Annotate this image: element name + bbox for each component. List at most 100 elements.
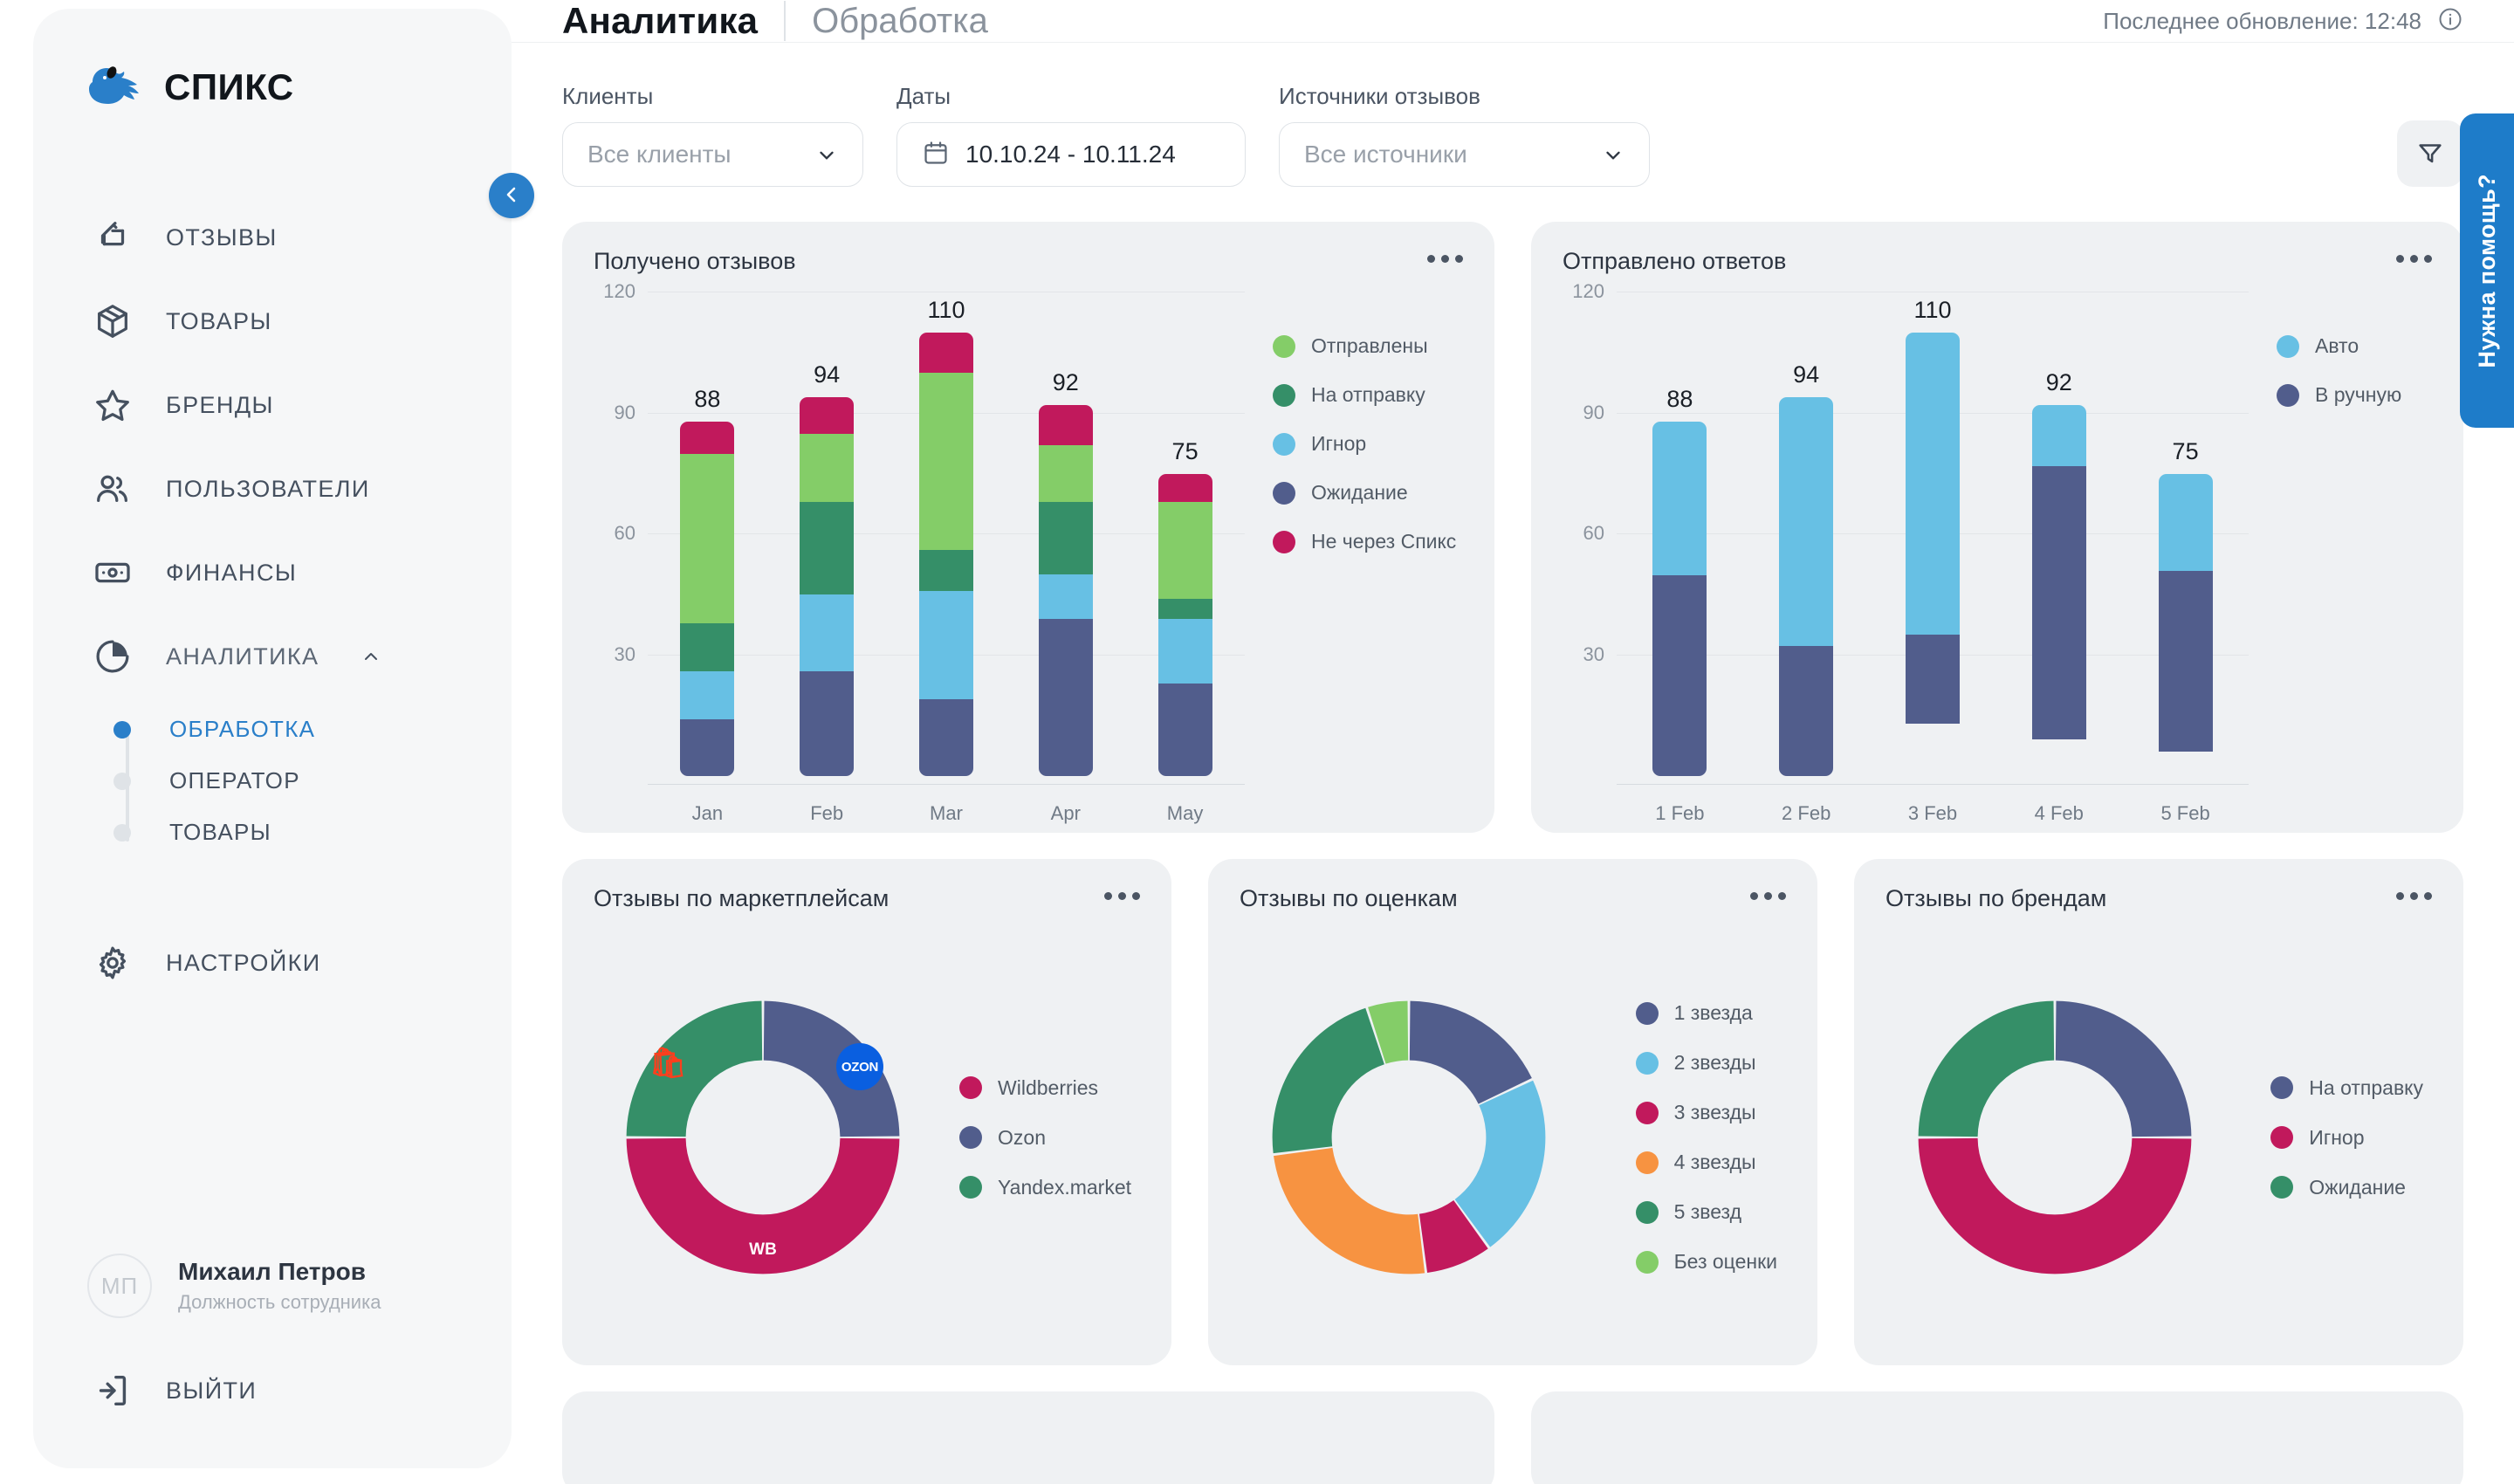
legend-label: Не через Спикс xyxy=(1311,530,1457,553)
legend-item[interactable]: Wildberries xyxy=(959,1076,1131,1100)
sidebar-item-products[interactable]: ТОВАРЫ xyxy=(33,279,512,363)
x-axis-label: 1 Feb xyxy=(1655,802,1705,824)
x-axis-label: Mar xyxy=(930,802,963,824)
legend-item[interactable]: На отправку xyxy=(2270,1076,2423,1100)
bar-column[interactable]: 75 xyxy=(1157,292,1212,776)
donut-slice[interactable] xyxy=(1418,1200,1488,1273)
bar-column[interactable]: 88 xyxy=(680,292,735,776)
more-horizontal-icon[interactable] xyxy=(1427,248,1463,263)
submenu-item-operator[interactable]: ОПЕРАТОР xyxy=(33,755,512,807)
submenu-item-obrabotka[interactable]: ОБРАБОТКА xyxy=(33,704,512,755)
sidebar-item-reviews[interactable]: ОТЗЫВЫ xyxy=(33,196,512,279)
legend-item[interactable]: Отправлены xyxy=(1273,334,1463,358)
donut-slice[interactable] xyxy=(1368,1000,1409,1064)
legend-item[interactable]: На отправку xyxy=(1273,383,1463,407)
clients-select-value: Все клиенты xyxy=(587,141,732,168)
sources-select[interactable]: Все источники xyxy=(1279,122,1650,187)
legend-label: 1 звезда xyxy=(1673,1001,1753,1024)
legend-item[interactable]: Ожидание xyxy=(2270,1176,2423,1199)
legend-item[interactable]: 4 звезды xyxy=(1635,1151,1777,1174)
bar-segment xyxy=(1038,574,1093,619)
bar-segment xyxy=(680,622,735,671)
legend-item[interactable]: Ожидание xyxy=(1273,481,1463,505)
donut-slice[interactable] xyxy=(1454,1080,1546,1247)
bar-segment xyxy=(800,594,855,671)
legend-color-dot xyxy=(959,1076,983,1099)
x-axis-label: Feb xyxy=(810,802,844,824)
card-header: Отзывы по оценкам xyxy=(1208,859,1817,912)
review-chat-icon xyxy=(91,216,134,259)
sidebar-item-label: ОТЗЫВЫ xyxy=(166,223,278,251)
legend-label: 4 звезды xyxy=(1673,1151,1756,1173)
help-tab-button[interactable]: Нужна помощь? xyxy=(2460,113,2514,428)
legend-item[interactable]: 2 звезды xyxy=(1635,1051,1777,1075)
legend-item[interactable]: В ручную xyxy=(2277,383,2432,407)
legend-item[interactable]: Не через Спикс xyxy=(1273,530,1463,553)
donut-slice[interactable] xyxy=(1409,1000,1532,1104)
legend-brands: На отправку Игнор Ожидание xyxy=(2270,1076,2432,1199)
more-horizontal-icon[interactable] xyxy=(1750,885,1786,900)
bar-column[interactable]: 110 xyxy=(918,292,973,776)
legend-color-dot xyxy=(1635,1250,1659,1274)
profile-name: Михаил Петров xyxy=(178,1258,366,1285)
donut-slice[interactable] xyxy=(2055,1000,2192,1137)
more-horizontal-icon[interactable] xyxy=(2396,248,2432,263)
legend-item[interactable]: Авто xyxy=(2277,334,2432,358)
bar-column[interactable]: 92 xyxy=(1038,292,1093,776)
legend-item[interactable]: Игнор xyxy=(1273,432,1463,456)
legend-item[interactable]: Без оценки xyxy=(1635,1250,1777,1274)
info-circle-icon[interactable] xyxy=(2437,6,2463,37)
logout-button[interactable]: ВЫЙТИ xyxy=(33,1369,512,1468)
cutoff-card-row xyxy=(562,1391,2463,1484)
filter-toggle-button[interactable] xyxy=(2397,120,2463,187)
legend-item[interactable]: 1 звезда xyxy=(1635,1001,1777,1025)
bar-segment xyxy=(1652,574,1707,776)
more-horizontal-icon[interactable] xyxy=(2396,885,2432,900)
legend-item[interactable]: 3 звезды xyxy=(1635,1101,1777,1124)
sidebar-item-finances[interactable]: ФИНАНСЫ xyxy=(33,531,512,615)
sidebar-item-brands[interactable]: БРЕНДЫ xyxy=(33,363,512,447)
sidebar-item-label: НАСТРОЙКИ xyxy=(166,949,321,976)
donut-slice[interactable] xyxy=(1918,1000,2055,1137)
bar-column[interactable]: 88 xyxy=(1652,292,1707,776)
clients-select[interactable]: Все клиенты xyxy=(562,122,863,187)
sidebar-item-settings[interactable]: НАСТРОЙКИ xyxy=(33,921,512,1005)
more-horizontal-icon[interactable] xyxy=(1104,885,1140,900)
legend-label: Ожидание xyxy=(1311,481,1408,504)
bar-column[interactable]: 94 xyxy=(1779,292,1834,776)
legend-item[interactable]: 5 звезд xyxy=(1635,1200,1777,1224)
bar-column[interactable]: 75 xyxy=(2158,292,2213,776)
donut-slice[interactable] xyxy=(1918,1137,2192,1274)
sidebar: СПИКС ОТЗЫВЫ xyxy=(33,9,534,1468)
legend-color-dot xyxy=(2277,383,2299,407)
donut-slice[interactable] xyxy=(626,1000,763,1137)
yandex-market-logo-badge: 🛍 xyxy=(649,1047,687,1080)
donut-slice[interactable] xyxy=(626,1137,900,1274)
legend-label: Ожидание xyxy=(2309,1175,2406,1199)
sources-filter-label: Источники отзывов xyxy=(1279,83,1480,109)
donut-slice[interactable] xyxy=(1272,1007,1384,1154)
dates-select[interactable]: 10.10.24 - 10.11.24 xyxy=(896,122,1246,187)
legend-label: На отправку xyxy=(1311,383,1425,406)
sidebar-item-analytics[interactable]: АНАЛИТИКА xyxy=(33,615,512,698)
bar-segment xyxy=(1905,635,1960,724)
legend-item[interactable]: Игнор xyxy=(2270,1126,2423,1150)
bar-column[interactable]: 94 xyxy=(800,292,855,776)
sidebar-collapse-button[interactable] xyxy=(489,173,534,218)
user-profile[interactable]: МП Михаил Петров Должность сотрудника xyxy=(33,1254,512,1318)
logout-label: ВЫЙТИ xyxy=(166,1377,258,1404)
donut-slice[interactable] xyxy=(763,1000,900,1137)
legend-item[interactable]: Yandex.market xyxy=(959,1176,1131,1199)
bar-segment xyxy=(2158,570,2213,752)
bar-column[interactable]: 110 xyxy=(1905,292,1960,776)
brand-logo[interactable]: СПИКС xyxy=(33,9,512,112)
donut-slice[interactable] xyxy=(1274,1147,1425,1274)
donut-brands: На отправку Игнор Ожидание xyxy=(1854,912,2463,1349)
submenu-item-tovary[interactable]: ТОВАРЫ xyxy=(33,807,512,858)
bars: 88 94 110 92 75 xyxy=(648,292,1245,776)
x-axis-label: 4 Feb xyxy=(2034,802,2084,824)
legend-item[interactable]: Ozon xyxy=(959,1126,1131,1150)
card-received-reviews: Получено отзывов 120 90 60 30 88 94 110 92 75 J… xyxy=(562,222,1494,833)
bar-column[interactable]: 92 xyxy=(2031,292,2086,776)
sidebar-item-users[interactable]: ПОЛЬЗОВАТЕЛИ xyxy=(33,447,512,531)
